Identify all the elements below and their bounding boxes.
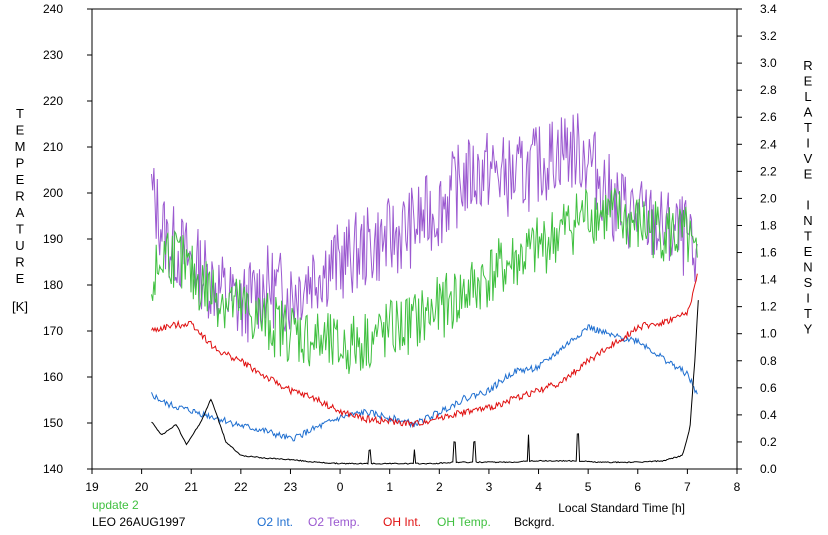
y-right-tick-label: 2.2 xyxy=(760,164,777,178)
axis-title-letter: M xyxy=(15,139,26,154)
legend-entry: O2 Temp. xyxy=(308,515,360,529)
y-right-tick-label: 0.4 xyxy=(760,408,777,422)
axis-title-letter: E xyxy=(804,244,813,259)
series-line-bckgrd xyxy=(151,300,699,465)
x-tick-label: 1 xyxy=(386,480,393,494)
axis-title-letter: R xyxy=(15,189,24,204)
axis-title-letter: T xyxy=(804,229,812,244)
legend-entry: OH Temp. xyxy=(437,515,491,529)
axis-title-letter: E xyxy=(16,271,25,286)
x-tick-label: 20 xyxy=(135,480,149,494)
y-left-tick-label: 180 xyxy=(43,278,63,292)
x-tick-label: 5 xyxy=(585,480,592,494)
y-right-tick-label: 1.2 xyxy=(760,300,777,314)
y-right-tick-label: 0.0 xyxy=(760,462,777,476)
axis-title-letter: A xyxy=(804,105,813,120)
y-left-tick-label: 140 xyxy=(43,462,63,476)
y-right-tick-label: 3.0 xyxy=(760,56,777,70)
axis-title-letter: R xyxy=(803,58,812,73)
x-axis-title: Local Standard Time [h] xyxy=(558,501,685,515)
axis-title-letter: E xyxy=(804,74,813,89)
x-tick-label: 3 xyxy=(486,480,493,494)
y-left-tick-label: 160 xyxy=(43,370,63,384)
x-tick-label: 8 xyxy=(734,480,741,494)
x-tick-label: 4 xyxy=(535,480,542,494)
y-right-tick-label: 2.6 xyxy=(760,110,777,124)
left-y-axis: 140 150 160 170 180 190 200 210 220 230 240 xyxy=(43,2,92,476)
series-line-oh-temp xyxy=(151,187,698,374)
axis-title-letter: Y xyxy=(804,322,813,337)
x-tick-label: 23 xyxy=(284,480,298,494)
y-right-tick-label: 2.0 xyxy=(760,191,777,205)
y-right-tick-label: 1.4 xyxy=(760,273,777,287)
x-tick-label: 0 xyxy=(337,480,344,494)
x-tick-label: 2 xyxy=(436,480,443,494)
y-left-tick-label: 240 xyxy=(43,2,63,16)
axis-title-letter: E xyxy=(804,167,813,182)
series-lines xyxy=(151,113,699,465)
y-right-tick-label: 3.2 xyxy=(760,29,777,43)
axis-title-letter: A xyxy=(16,205,25,220)
axis-title-letter: U xyxy=(15,238,24,253)
axis-title-letter: P xyxy=(16,156,25,171)
legend-entry: Bckgrd. xyxy=(514,515,555,529)
y-left-tick-label: 170 xyxy=(43,324,63,338)
x-tick-label: 22 xyxy=(234,480,248,494)
axis-title-letter: N xyxy=(803,213,812,228)
x-tick-label: 6 xyxy=(634,480,641,494)
y-right-tick-label: 3.4 xyxy=(760,2,777,16)
y-right-tick-label: 1.0 xyxy=(760,327,777,341)
y-right-tick-label: 0.8 xyxy=(760,354,777,368)
right-y-axis: 0.0 0.2 0.4 0.6 0.8 1.0 1.2 1.4 1.6 1.8 2.0 2.2 2.4 2… xyxy=(737,2,777,476)
axis-title-letter: T xyxy=(804,120,812,135)
y-left-tick-label: 220 xyxy=(43,94,63,108)
axis-title-letter: E xyxy=(16,172,25,187)
left-axis-unit: [K] xyxy=(12,299,28,314)
axis-title-letter: E xyxy=(16,123,25,138)
y-left-tick-label: 230 xyxy=(43,48,63,62)
y-left-tick-label: 190 xyxy=(43,232,63,246)
x-tick-label: 19 xyxy=(85,480,99,494)
axis-title-letter: S xyxy=(804,275,813,290)
x-tick-label: 7 xyxy=(684,480,691,494)
axis-title-letter: T xyxy=(16,106,24,121)
y-right-tick-label: 1.8 xyxy=(760,218,777,232)
axis-title-letter: I xyxy=(806,136,810,151)
y-right-tick-label: 0.2 xyxy=(760,435,777,449)
axis-title-letter: L xyxy=(804,89,811,104)
legend-entry: OH Int. xyxy=(383,515,422,529)
series-line-oh-int xyxy=(151,273,698,429)
axis-title-letter: R xyxy=(15,255,24,270)
axis-title-letter: N xyxy=(803,260,812,275)
axis-title-letter: I xyxy=(806,198,810,213)
y-left-tick-label: 200 xyxy=(43,186,63,200)
x-tick-label: 21 xyxy=(185,480,199,494)
axis-title-letter: T xyxy=(16,222,24,237)
axis-title-letter: I xyxy=(806,291,810,306)
axis-title-letter: T xyxy=(804,306,812,321)
update-note: update 2 xyxy=(92,498,139,512)
station-date: LEO 26AUG1997 xyxy=(92,515,186,529)
x-axis: 19 20 21 22 23 0 1 2 3 4 5 6 7 8 xyxy=(85,469,741,494)
axis-title-letter: V xyxy=(804,151,813,166)
y-right-tick-label: 2.8 xyxy=(760,83,777,97)
y-right-tick-label: 0.6 xyxy=(760,381,777,395)
y-left-tick-label: 210 xyxy=(43,140,63,154)
y-right-tick-label: 2.4 xyxy=(760,137,777,151)
y-left-tick-label: 150 xyxy=(43,416,63,430)
legend-entry: O2 Int. xyxy=(257,515,294,529)
y-right-tick-label: 1.6 xyxy=(760,246,777,260)
